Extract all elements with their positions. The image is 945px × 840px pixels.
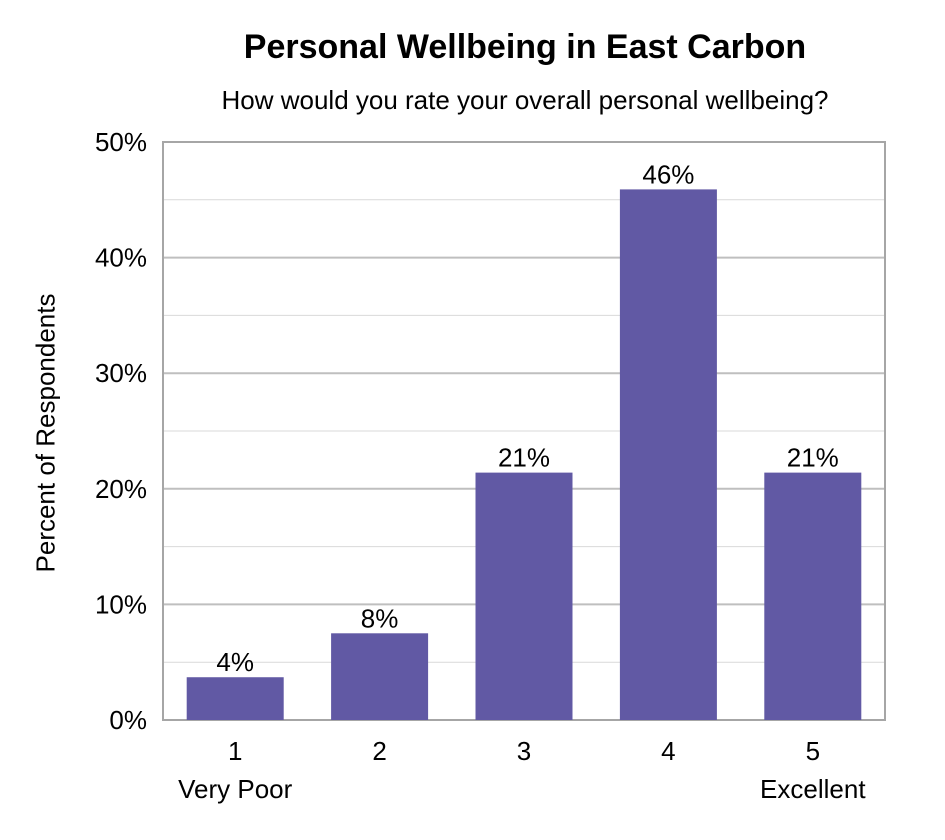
y-tick-label: 20% (95, 474, 147, 504)
y-tick-label: 0% (109, 705, 147, 735)
bar (764, 472, 862, 720)
x-tick-sublabel: Very Poor (178, 774, 293, 804)
y-tick-label: 30% (95, 358, 147, 388)
x-tick-label: 5 (806, 736, 820, 766)
bar (186, 677, 284, 720)
chart-subtitle: How would you rate your overall personal… (221, 85, 829, 115)
x-tick-label: 2 (372, 736, 386, 766)
x-tick-sublabel: Excellent (760, 774, 866, 804)
bar (475, 472, 573, 720)
bar (331, 633, 429, 720)
data-label: 21% (498, 443, 550, 473)
x-tick-label: 1 (228, 736, 242, 766)
bar (619, 189, 717, 720)
data-label: 46% (642, 159, 694, 189)
x-tick-label: 4 (661, 736, 675, 766)
data-label: 4% (216, 647, 254, 677)
y-tick-label: 40% (95, 243, 147, 273)
data-label: 21% (787, 443, 839, 473)
y-tick-label: 50% (95, 127, 147, 157)
chart-title: Personal Wellbeing in East Carbon (243, 28, 807, 66)
data-label: 8% (361, 603, 399, 633)
x-tick-label: 3 (517, 736, 531, 766)
y-tick-label: 10% (95, 589, 147, 619)
